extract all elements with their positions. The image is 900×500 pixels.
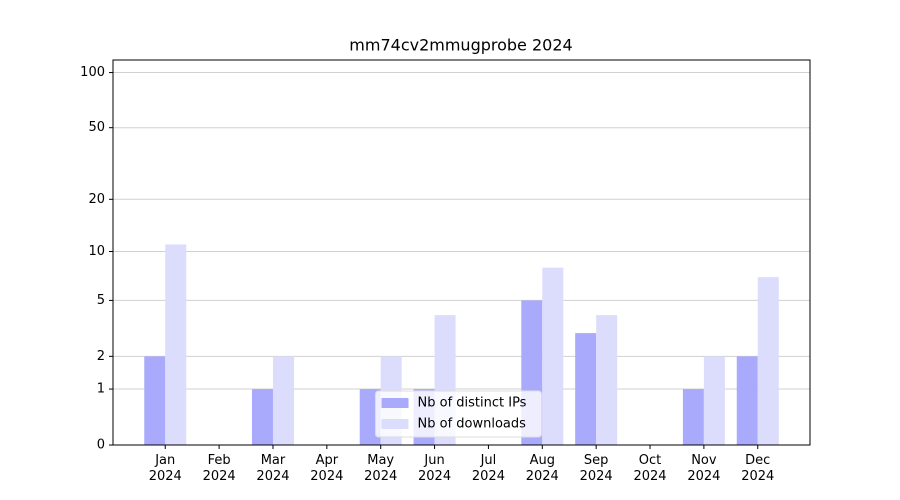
- legend: Nb of distinct IPs Nb of downloads: [375, 390, 542, 438]
- x-tick-label: Sep 2024: [579, 453, 613, 484]
- y-tick-label: 2: [97, 349, 105, 364]
- bar: [596, 315, 618, 445]
- bar: [575, 333, 597, 445]
- bar: [682, 389, 704, 445]
- x-tick-label: Nov 2024: [687, 453, 721, 484]
- y-tick-label: 50: [88, 120, 105, 135]
- y-tick-label: 0: [97, 438, 105, 453]
- chart-title: mm74cv2mmugprobe 2024: [349, 36, 572, 55]
- bar: [703, 356, 725, 445]
- y-tick-label: 5: [97, 293, 105, 308]
- y-tick-label: 10: [88, 244, 105, 259]
- bar: [757, 277, 779, 445]
- bar: [251, 389, 273, 445]
- legend-swatch: [381, 419, 409, 429]
- legend-box: [375, 390, 542, 438]
- legend-swatch: [381, 398, 409, 408]
- x-tick-label: Apr 2024: [310, 453, 344, 484]
- bar: [272, 356, 294, 445]
- legend-label: Nb of downloads: [418, 417, 527, 432]
- x-tick-label: Feb 2024: [202, 453, 236, 484]
- x-tick-label: Jun 2024: [418, 453, 452, 484]
- legend-label: Nb of distinct IPs: [418, 396, 527, 411]
- x-tick-label: Dec 2024: [741, 453, 775, 484]
- x-tick-label: Aug 2024: [525, 453, 559, 484]
- y-tick-label: 20: [88, 192, 105, 207]
- bar: [165, 244, 187, 445]
- x-tick-label: Oct 2024: [633, 453, 667, 484]
- bar: [736, 356, 758, 445]
- x-tick-label: Jan 2024: [148, 453, 182, 484]
- plot-frame: [112, 59, 811, 446]
- x-tick-label: Mar 2024: [256, 453, 290, 484]
- x-tick-label: Jul 2024: [471, 453, 505, 484]
- y-tick-label: 100: [80, 65, 105, 80]
- x-tick-label: May 2024: [364, 453, 398, 484]
- y-tick-label: 1: [97, 382, 105, 397]
- bar: [144, 356, 166, 445]
- bar: [542, 267, 564, 445]
